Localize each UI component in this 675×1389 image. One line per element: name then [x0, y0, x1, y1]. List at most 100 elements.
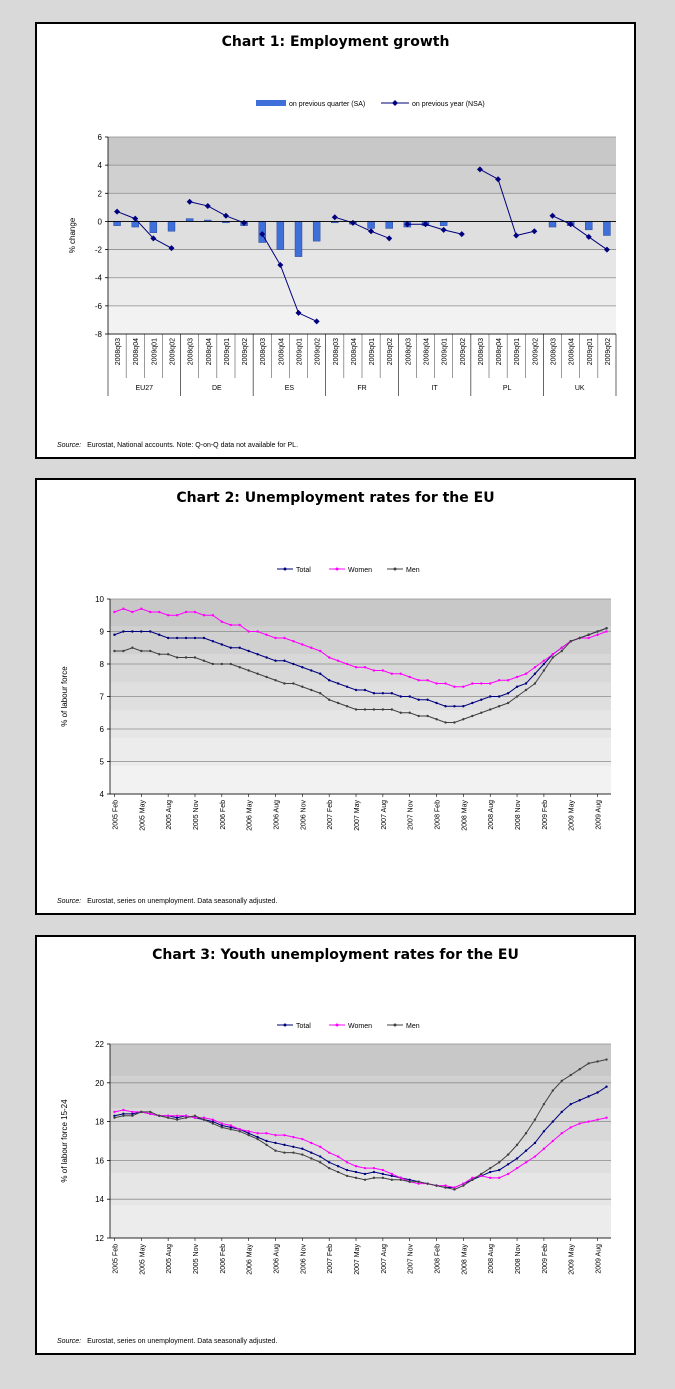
plot-band [110, 1173, 611, 1206]
data-point [175, 1114, 179, 1117]
x-tick-label: 2005 Feb [112, 1244, 119, 1274]
x-tick-label: 2007 Nov [408, 800, 415, 830]
data-point [551, 653, 555, 656]
x-tick-label: 2009q02 [387, 338, 394, 365]
data-point [220, 1122, 224, 1125]
data-point [578, 1068, 581, 1071]
series-line [261, 233, 317, 322]
data-point [220, 643, 224, 646]
data-point [131, 610, 134, 614]
x-tick-label: 2009 May [569, 1244, 576, 1275]
chart-title: Chart 2: Unemployment rates for the EU [176, 490, 495, 506]
x-tick-label: 2009q01 [514, 338, 521, 365]
data-point [229, 1126, 232, 1129]
x-tick-label: 2006 Feb [220, 1244, 227, 1274]
data-point [319, 672, 322, 675]
data-point [426, 698, 429, 701]
x-tick-label: 2009 Aug [596, 800, 603, 830]
legend-label: Men [406, 1023, 420, 1030]
data-point [458, 231, 465, 238]
y-tick-label: 14 [95, 1195, 104, 1204]
data-point [259, 231, 266, 238]
x-tick-label: 2007 May [354, 1244, 361, 1275]
data-point [238, 623, 241, 627]
bar [367, 221, 375, 229]
plot-band [108, 249, 616, 278]
data-point [363, 688, 367, 692]
plot-band [110, 1076, 611, 1109]
data-point [381, 708, 385, 711]
data-point [417, 714, 420, 718]
x-tick-label: 2009q02 [605, 338, 612, 365]
plot-band [110, 1108, 611, 1141]
data-point [372, 669, 376, 672]
data-point [453, 1186, 456, 1189]
x-tick-label: 2005 May [139, 1244, 146, 1275]
x-tick-label: 2008 May [461, 1244, 468, 1275]
data-point [372, 1176, 376, 1180]
x-tick-label: 2008 Nov [515, 800, 522, 830]
data-point [506, 701, 510, 705]
y-tick-label: 8 [100, 660, 105, 669]
data-point [113, 610, 116, 614]
data-point [283, 682, 286, 685]
y-tick-label: 6 [100, 725, 105, 734]
data-point [292, 682, 295, 685]
data-point [113, 1114, 116, 1117]
bar [603, 221, 611, 236]
data-point [408, 1180, 411, 1183]
data-point [560, 1132, 563, 1135]
x-tick-label: 2007 May [354, 800, 361, 831]
data-point [265, 1139, 268, 1143]
x-tick-label: 2005 May [139, 800, 146, 831]
data-point [392, 100, 398, 106]
data-point [560, 1110, 563, 1114]
data-point [238, 1130, 241, 1133]
data-point [596, 1060, 599, 1063]
data-point [166, 614, 170, 617]
y-tick-label: 22 [95, 1040, 104, 1049]
data-point [551, 1120, 555, 1123]
bar [548, 221, 557, 228]
data-point [426, 1182, 429, 1185]
data-point [313, 318, 320, 325]
series-line [334, 216, 390, 239]
data-point [292, 1145, 295, 1149]
data-point [113, 1116, 116, 1119]
data-point [193, 656, 197, 659]
series-line [114, 1109, 607, 1189]
data-point [113, 1110, 116, 1114]
data-point [444, 705, 447, 708]
data-point [489, 1176, 492, 1180]
data-point [256, 672, 259, 675]
data-point [515, 1143, 519, 1147]
chart-source: Source: Eurostat, series on unemployment.… [57, 1338, 278, 1345]
data-point [301, 685, 304, 688]
data-point [292, 662, 295, 666]
data-point [220, 1124, 224, 1127]
data-point [578, 1099, 581, 1102]
data-point [390, 1174, 394, 1178]
group-label: UK [575, 385, 585, 392]
data-point [471, 701, 474, 705]
series-line [552, 215, 608, 250]
data-point [113, 649, 116, 653]
x-tick-label: 2009q02 [460, 338, 467, 365]
data-point [462, 1184, 465, 1187]
data-point [211, 640, 215, 643]
plot-band [110, 1141, 611, 1174]
y-tick-label: -6 [95, 302, 103, 311]
data-point [229, 1128, 232, 1131]
data-point [513, 232, 520, 239]
data-point [229, 646, 232, 649]
data-point [319, 649, 322, 653]
data-point [587, 636, 590, 640]
x-tick-label: 2008q03 [115, 338, 122, 365]
data-point [211, 662, 215, 666]
y-tick-label: -4 [95, 274, 103, 283]
data-point [247, 1130, 250, 1133]
group-label: EU27 [136, 385, 154, 392]
x-tick-label: 2009q01 [151, 338, 158, 365]
data-point [372, 1170, 376, 1174]
plot-band [110, 766, 611, 794]
